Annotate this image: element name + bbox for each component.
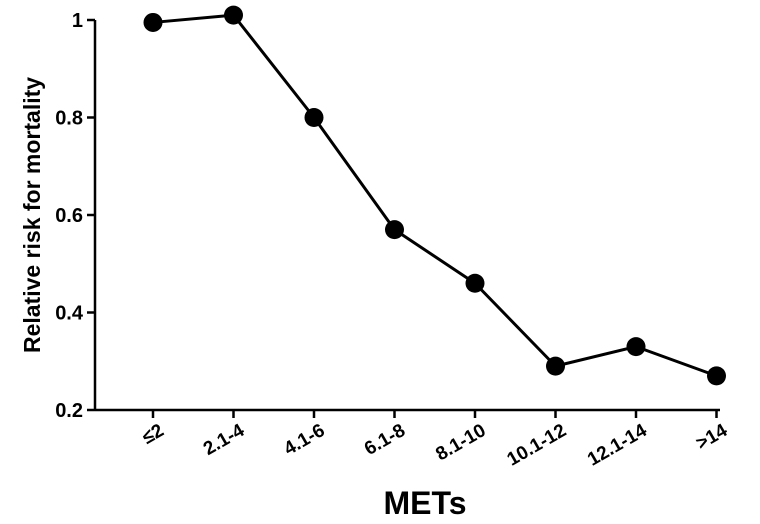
- y-tick-label: 1: [72, 10, 83, 32]
- x-tick-label: 4.1-6: [280, 420, 328, 460]
- data-point: [465, 273, 485, 293]
- x-tick-label: 2.1-4: [200, 420, 248, 460]
- y-tick-label: 0.6: [55, 205, 83, 227]
- data-point: [143, 12, 163, 32]
- x-tick-label: ≤2: [139, 420, 168, 449]
- x-axis-title: METs: [384, 485, 467, 521]
- data-point: [546, 356, 565, 376]
- x-tick-label: 12.1-14: [584, 420, 651, 471]
- data-point: [385, 220, 404, 240]
- x-tick-label: 6.1-8: [361, 420, 409, 460]
- y-ticks: 0.2 0.4 0.6 0.8 1: [55, 10, 95, 422]
- x-tick-label: >14: [693, 420, 732, 455]
- axes: [93, 20, 720, 412]
- data-point: [224, 5, 243, 25]
- y-axis-title: Relative risk for mortality: [19, 77, 45, 353]
- series-line: [152, 13, 718, 378]
- x-tick-label: 10.1-12: [504, 420, 570, 470]
- y-tick-label: 0.8: [55, 108, 83, 130]
- x-tick-label: 8.1-10: [432, 420, 489, 465]
- y-tick-label: 0.2: [55, 400, 83, 422]
- data-point: [304, 108, 324, 127]
- y-tick-label: 0.4: [55, 303, 84, 325]
- series-layer: [143, 5, 726, 386]
- data-point: [626, 337, 646, 357]
- data-point: [707, 366, 726, 386]
- x-ticks: ≤2 2.1-4 4.1-6 6.1-8 8.1-10 10.1-12 12.1-14 >14: [139, 410, 732, 471]
